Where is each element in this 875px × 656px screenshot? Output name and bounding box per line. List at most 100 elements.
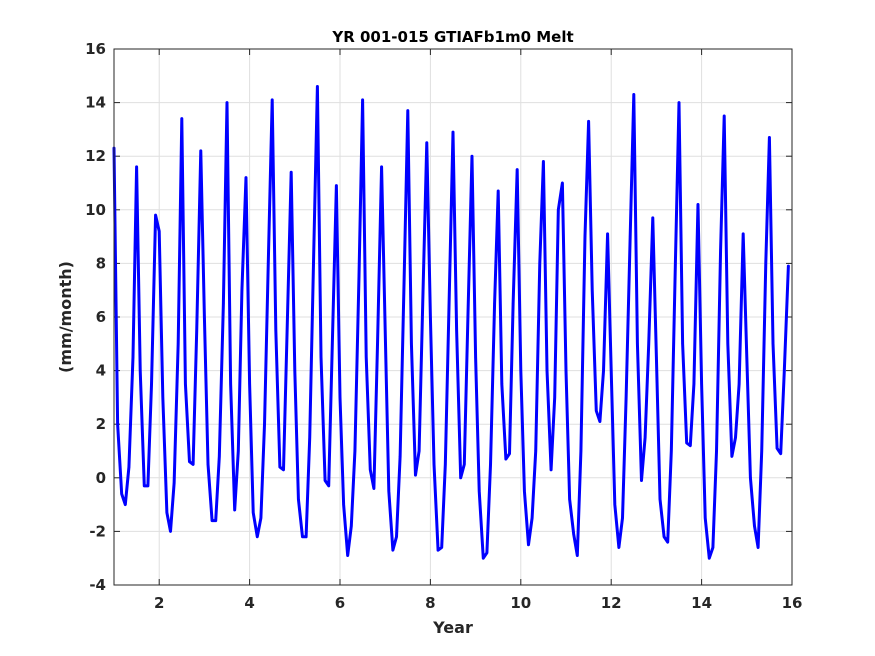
x-tick-label: 10 <box>510 594 531 612</box>
data-point <box>576 554 579 557</box>
data-point <box>610 369 613 372</box>
data-point <box>448 289 451 292</box>
data-point <box>116 423 119 426</box>
data-point <box>775 447 779 450</box>
series-layer <box>112 85 790 560</box>
data-point <box>527 543 530 546</box>
data-point <box>252 511 255 514</box>
data-point <box>244 176 248 179</box>
data-point <box>647 342 650 345</box>
data-point <box>308 436 311 439</box>
x-tick-label: 2 <box>154 594 164 612</box>
data-point <box>150 382 153 386</box>
data-point <box>274 329 278 332</box>
data-point <box>463 463 466 466</box>
data-point <box>756 546 760 549</box>
data-point <box>662 535 666 538</box>
data-point <box>222 302 225 305</box>
y-tick-label: 16 <box>85 40 106 58</box>
data-point <box>319 356 323 359</box>
data-point <box>538 262 541 265</box>
data-point <box>293 369 296 372</box>
data-point <box>225 101 229 104</box>
data-point <box>545 369 549 372</box>
data-point <box>176 342 180 345</box>
y-tick-label: 14 <box>85 94 106 112</box>
data-point <box>519 369 522 372</box>
data-point <box>768 136 771 139</box>
data-point <box>191 463 195 466</box>
data-point <box>602 369 605 372</box>
x-tick-labels: 2 4 6 8 10 12 14 16 <box>154 594 802 612</box>
data-point <box>674 262 677 265</box>
data-point <box>248 382 251 386</box>
data-point <box>398 455 402 458</box>
data-point <box>184 382 187 386</box>
data-point <box>391 548 395 552</box>
x-tick-label: 8 <box>425 594 435 612</box>
data-point <box>237 449 240 453</box>
data-point <box>335 184 338 187</box>
data-point <box>749 476 752 479</box>
data-point <box>534 449 537 453</box>
data-point <box>624 396 628 399</box>
data-point <box>561 181 564 185</box>
melt-series-line <box>112 85 790 560</box>
data-point <box>338 396 342 399</box>
data-point <box>240 289 244 292</box>
data-point <box>696 203 700 206</box>
data-point <box>406 109 409 112</box>
data-point <box>564 369 568 372</box>
data-point <box>708 557 711 560</box>
y-tick-labels: -4 -2 0 2 4 6 8 10 12 14 16 <box>85 40 106 594</box>
data-point <box>165 511 169 514</box>
data-point <box>606 232 609 236</box>
data-point <box>451 130 455 134</box>
y-tick-label: 2 <box>96 415 106 433</box>
data-point <box>482 557 485 560</box>
data-point <box>523 490 526 493</box>
x-tick-label: 12 <box>601 594 622 612</box>
data-point <box>172 481 176 485</box>
data-point <box>504 457 508 461</box>
data-point <box>658 498 662 501</box>
data-point <box>700 382 703 386</box>
data-point <box>282 468 285 471</box>
x-tick-label: 14 <box>691 594 712 612</box>
data-point <box>753 524 756 528</box>
y-tick-label: 8 <box>96 254 106 272</box>
data-point <box>723 114 726 118</box>
data-point <box>135 165 138 169</box>
y-tick-label: -2 <box>89 522 106 540</box>
data-point <box>542 160 545 163</box>
data-point <box>410 342 413 345</box>
data-point <box>515 168 519 171</box>
data-point <box>466 315 470 319</box>
data-point <box>459 476 462 479</box>
data-point <box>771 342 775 345</box>
y-tick-label: 0 <box>96 469 106 487</box>
data-point <box>342 503 345 506</box>
data-point <box>432 463 436 466</box>
data-point <box>500 382 504 386</box>
data-point <box>478 490 481 493</box>
x-tick-label: 6 <box>335 594 345 612</box>
data-point <box>493 302 496 305</box>
data-point <box>681 342 684 345</box>
y-tick-label: -4 <box>89 576 106 594</box>
data-point <box>402 275 406 278</box>
data-point <box>553 396 556 399</box>
data-point <box>640 479 643 482</box>
data-point <box>256 535 259 538</box>
data-point <box>613 503 617 506</box>
data-point <box>632 93 635 96</box>
data-point <box>395 535 398 538</box>
data-point <box>595 409 598 412</box>
data-point <box>621 516 624 520</box>
data-point <box>323 479 327 482</box>
data-point <box>436 548 440 552</box>
data-point <box>365 356 368 359</box>
data-point <box>203 315 206 319</box>
data-point <box>677 101 681 104</box>
